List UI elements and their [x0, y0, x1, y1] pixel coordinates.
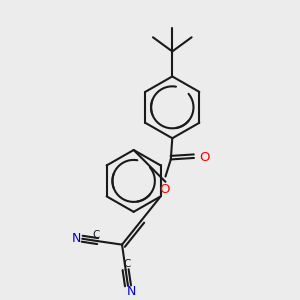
Text: N: N: [72, 232, 82, 245]
Text: N: N: [126, 285, 136, 298]
Text: O: O: [199, 151, 209, 164]
Text: O: O: [159, 183, 169, 196]
Text: C: C: [93, 230, 100, 240]
Text: C: C: [123, 259, 130, 269]
